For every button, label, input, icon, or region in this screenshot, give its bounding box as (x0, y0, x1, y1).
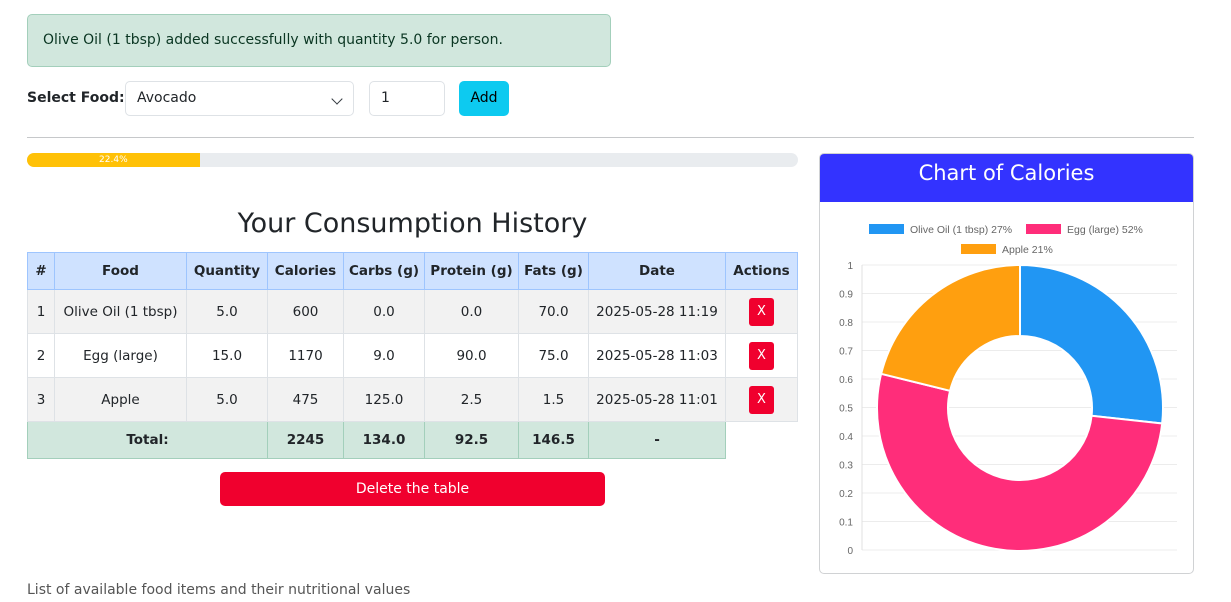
history-table: # Food Quantity Calories Carbs (g) Prote… (27, 252, 798, 459)
select-food-label: Select Food: (27, 90, 125, 106)
y-tick-label: 0.5 (839, 404, 853, 415)
delete-row-button[interactable]: X (749, 385, 774, 414)
row-date: 2025-05-28 11:03 (588, 333, 726, 378)
table-row: 1 Olive Oil (1 tbsp) 5.0 600 0.0 0.0 70.… (27, 289, 798, 334)
row-food: Apple (54, 377, 187, 422)
row-fats: 75.0 (518, 333, 589, 378)
column-header: Fats (g) (518, 252, 589, 290)
legend-swatch (1026, 224, 1061, 234)
total-date: - (588, 421, 726, 459)
column-header: # (27, 252, 55, 290)
food-list-caption: List of available food items and their n… (27, 582, 411, 598)
history-title: Your Consumption History (237, 208, 588, 239)
total-calories: 2245 (267, 421, 344, 459)
legend-label: Olive Oil (1 tbsp) 27% (910, 224, 1012, 236)
row-actions: X (725, 333, 798, 378)
row-index: 1 (27, 289, 55, 334)
row-protein: 0.0 (424, 289, 519, 334)
doughnut-slice (879, 263, 1021, 392)
column-header: Food (54, 252, 187, 290)
quantity-input[interactable]: 1 (369, 81, 445, 116)
row-fats: 70.0 (518, 289, 589, 334)
column-header: Carbs (g) (343, 252, 425, 290)
table-header-row: # Food Quantity Calories Carbs (g) Prote… (27, 252, 798, 290)
row-index: 3 (27, 377, 55, 422)
legend-swatch (869, 224, 904, 234)
row-date: 2025-05-28 11:19 (588, 289, 726, 334)
row-fats: 1.5 (518, 377, 589, 422)
row-date: 2025-05-28 11:01 (588, 377, 726, 422)
row-calories: 475 (267, 377, 344, 422)
success-alert: Olive Oil (1 tbsp) added successfully wi… (27, 14, 611, 67)
column-header: Protein (g) (424, 252, 519, 290)
divider (27, 137, 1194, 138)
delete-row-button[interactable]: X (749, 297, 774, 326)
column-header: Calories (267, 252, 344, 290)
chevron-down-icon (331, 93, 343, 105)
totals-row: Total: 2245 134.0 92.5 146.5 - (27, 421, 798, 459)
y-tick-label: 0.1 (839, 518, 853, 529)
chart-card: Chart of Calories 0 0.1 0.2 0.3 0.4 0.5 0.6 0.7… (819, 153, 1194, 574)
total-protein: 92.5 (424, 421, 519, 459)
y-tick-label: 0.9 (839, 290, 853, 301)
row-food: Egg (large) (54, 333, 187, 378)
y-tick-label: 1 (847, 261, 853, 272)
y-tick-label: 0 (847, 546, 853, 557)
legend-label: Apple 21% (1002, 244, 1053, 256)
y-tick-label: 0.4 (839, 432, 853, 443)
row-calories: 600 (267, 289, 344, 334)
doughnut-slice (1019, 263, 1164, 425)
row-quantity: 5.0 (186, 289, 268, 334)
add-button[interactable]: Add (459, 81, 509, 116)
total-carbs: 134.0 (343, 421, 425, 459)
chart-card-header: Chart of Calories (820, 154, 1193, 202)
food-select-value: Avocado (137, 90, 197, 106)
y-tick-label: 0.6 (839, 375, 853, 386)
column-header: Date (588, 252, 726, 290)
y-tick-label: 0.8 (839, 318, 853, 329)
total-fats: 146.5 (518, 421, 589, 459)
row-carbs: 125.0 (343, 377, 425, 422)
column-header: Quantity (186, 252, 268, 290)
table-row: 3 Apple 5.0 475 125.0 2.5 1.5 2025-05-28… (27, 377, 798, 422)
row-carbs: 0.0 (343, 289, 425, 334)
row-quantity: 15.0 (186, 333, 268, 378)
row-food: Olive Oil (1 tbsp) (54, 289, 187, 334)
row-quantity: 5.0 (186, 377, 268, 422)
calorie-progress: 22.4% (27, 153, 798, 167)
doughnut-slice (876, 372, 1164, 552)
row-actions: X (725, 289, 798, 334)
row-protein: 2.5 (424, 377, 519, 422)
row-index: 2 (27, 333, 55, 378)
row-protein: 90.0 (424, 333, 519, 378)
row-carbs: 9.0 (343, 333, 425, 378)
table-row: 2 Egg (large) 15.0 1170 9.0 90.0 75.0 20… (27, 333, 798, 378)
column-header: Actions (725, 252, 798, 290)
legend-swatch (961, 244, 996, 254)
progress-bar: 22.4% (27, 153, 200, 167)
legend-label: Egg (large) 52% (1067, 224, 1143, 236)
totals-label: Total: (27, 421, 268, 459)
delete-table-button[interactable]: Delete the table (220, 472, 605, 506)
y-tick-label: 0.3 (839, 461, 853, 472)
totals-blank (725, 421, 798, 459)
food-select[interactable]: Avocado (125, 81, 354, 116)
y-tick-label: 0.2 (839, 489, 853, 500)
delete-row-button[interactable]: X (749, 341, 774, 370)
y-tick-label: 0.7 (839, 347, 853, 358)
row-calories: 1170 (267, 333, 344, 378)
row-actions: X (725, 377, 798, 422)
calories-doughnut-chart: 0 0.1 0.2 0.3 0.4 0.5 0.6 0.7 0.8 0.9 1 Olive Oil (… (839, 224, 1177, 557)
